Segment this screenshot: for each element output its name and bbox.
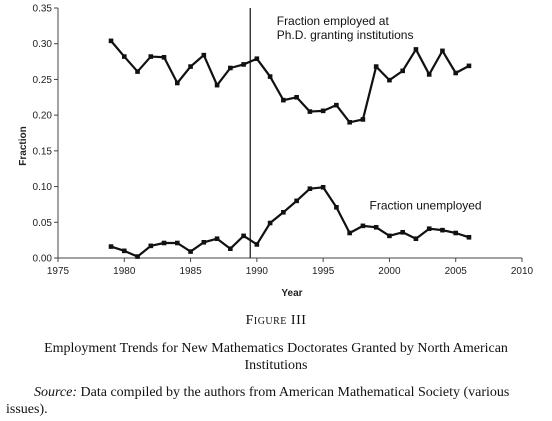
series-unemployed-point	[294, 198, 299, 204]
y-tick-label: 0.25	[33, 75, 53, 86]
series-unemployed-point	[466, 234, 472, 240]
series-unemployed-point	[121, 248, 127, 254]
series-employed-point	[201, 52, 207, 58]
series-unemployed-point	[175, 240, 180, 246]
series-employed-point	[400, 68, 405, 74]
x-tick-label: 2010	[511, 266, 534, 277]
chart-annotation: Fraction unemployed	[370, 198, 482, 212]
source-text: Data compiled by the authors from Americ…	[6, 385, 510, 417]
figure-label: Figure III	[245, 313, 307, 328]
series-employed-point	[148, 54, 154, 59]
series-employed-point	[175, 80, 180, 86]
series-employed-point	[161, 54, 167, 60]
y-tick-label: 0.30	[33, 39, 53, 50]
series-unemployed-point	[148, 243, 154, 249]
x-axis-title: Year	[281, 288, 302, 299]
y-tick-label: 0.10	[33, 182, 53, 193]
series-employed-point	[241, 62, 246, 67]
series-unemployed-point	[440, 227, 445, 233]
series-unemployed-point	[334, 204, 339, 210]
series-employed-point	[281, 97, 286, 103]
chart-axes	[57, 8, 522, 259]
annotation-line: Ph.D. granting institutions	[277, 28, 414, 42]
chart-annotations: Fraction employed at Ph.D. granting insti…	[277, 14, 482, 212]
chart-annotation: Fraction employed at Ph.D. granting insti…	[277, 14, 414, 42]
series-unemployed-point	[281, 209, 286, 215]
chart-series	[108, 8, 472, 259]
series-employed-point	[188, 64, 193, 69]
annotation-line: Fraction unemployed	[370, 198, 482, 212]
y-tick-label: 0.35	[33, 4, 53, 15]
series-unemployed-point	[413, 236, 419, 242]
series-unemployed-point	[201, 239, 207, 245]
line-chart: 0.00 0.05 0.10 0.15 0.20 0.25 0.30 0.35 1975 1980…	[18, 4, 534, 300]
series-employed-point	[360, 117, 366, 122]
series-employed-point	[294, 94, 299, 100]
y-tick-label: 0.15	[33, 146, 53, 157]
series-unemployed-point	[108, 244, 114, 249]
series-unemployed-point	[387, 233, 392, 239]
series-employed-point	[254, 56, 260, 62]
series-unemployed-point	[426, 226, 432, 232]
series-unemployed-point	[360, 223, 366, 229]
series-employed-point	[373, 64, 379, 69]
series-unemployed-point	[373, 224, 379, 230]
series-unemployed-point	[347, 230, 352, 236]
y-axis-title: Fraction	[18, 126, 29, 165]
source-label: Source:	[34, 385, 78, 400]
series-employed-point	[334, 102, 339, 108]
series-employed-point	[413, 47, 419, 52]
series-unemployed-line	[110, 186, 470, 258]
series-employed-point	[320, 108, 326, 114]
series-unemployed-point	[254, 242, 260, 247]
annotation-line: Fraction employed at	[277, 14, 390, 28]
series-employed-point	[121, 54, 127, 59]
x-tick-label: 1980	[113, 266, 136, 277]
series-employed-point	[307, 109, 313, 114]
series-unemployed-point	[161, 240, 167, 246]
series-employed-point	[440, 48, 445, 54]
x-tick-label: 2000	[378, 266, 401, 277]
y-tick-label: 0.20	[33, 111, 53, 122]
series-unemployed-point	[228, 246, 233, 252]
series-unemployed-point	[241, 233, 246, 239]
series-unemployed-point	[188, 249, 193, 254]
series-unemployed-point	[320, 184, 326, 190]
x-tick-label: 1995	[312, 266, 335, 277]
series-employed-point	[387, 77, 392, 83]
figure-source: Source: Data compiled by the authors fro…	[6, 384, 546, 418]
series-employed-point	[453, 70, 459, 76]
series-unemployed-point	[453, 230, 459, 236]
figure-title: Employment Trends for New Mathematics Do…	[44, 341, 508, 373]
x-tick-label: 1990	[246, 266, 269, 277]
chart-ticks: 0.00 0.05 0.10 0.15 0.20 0.25 0.30 0.35 1975 1980…	[33, 4, 534, 278]
series-unemployed-point	[307, 186, 313, 192]
series-employed-point	[214, 82, 220, 88]
series-unemployed-point	[135, 254, 140, 259]
series-employed-point	[135, 69, 140, 74]
series-unemployed-point	[214, 236, 220, 242]
x-tick-label: 1985	[179, 266, 202, 277]
series-employed-point	[267, 74, 273, 79]
series-employed-point	[108, 38, 114, 44]
series-employed-line	[110, 40, 470, 124]
x-tick-label: 1975	[47, 266, 70, 277]
y-tick-label: 0.05	[33, 218, 53, 229]
series-unemployed-point	[400, 229, 405, 235]
x-tick-label: 2005	[445, 266, 468, 277]
series-unemployed-point	[267, 220, 273, 226]
series-employed-point	[228, 65, 233, 71]
series-employed-point	[347, 119, 352, 125]
y-tick-label: 0.00	[33, 254, 53, 265]
series-employed-point	[426, 72, 432, 77]
series-employed-point	[466, 63, 472, 69]
